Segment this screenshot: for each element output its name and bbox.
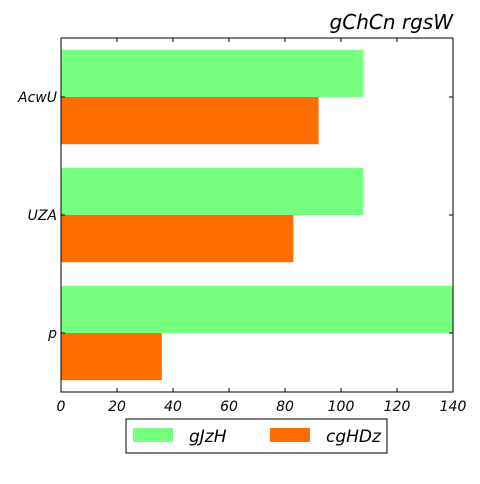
bars-layer bbox=[61, 49, 453, 381]
y-tick-label: UZA bbox=[28, 208, 57, 224]
legend-swatch-cgHDz bbox=[270, 428, 310, 442]
legend: gJzH cgHDz bbox=[125, 418, 388, 454]
legend-swatch-gJzH bbox=[133, 428, 173, 442]
bar-cgHDz-UZA bbox=[61, 215, 294, 263]
x-tick-label: 60 bbox=[220, 399, 238, 415]
x-tick-label: 120 bbox=[384, 399, 411, 415]
y-tick-label: p bbox=[47, 326, 57, 342]
x-tick-label: 80 bbox=[276, 399, 294, 415]
bar-gJzH-AcwU bbox=[61, 49, 364, 97]
chart-title: gChCn rgsW bbox=[330, 10, 455, 34]
bar-gJzH-p bbox=[61, 285, 453, 333]
bar-gJzH-UZA bbox=[61, 167, 364, 215]
x-tick-label: 20 bbox=[108, 399, 126, 415]
x-tick-label: 0 bbox=[57, 399, 66, 415]
ticks-layer: AcwU UZA p 0 20 40 60 80 100 120 140 bbox=[17, 38, 466, 415]
bar-cgHDz-AcwU bbox=[61, 97, 319, 145]
x-tick-label: 40 bbox=[164, 399, 182, 415]
x-tick-label: 140 bbox=[440, 399, 467, 415]
y-tick-label: AcwU bbox=[17, 90, 57, 106]
bar-cgHDz-p bbox=[61, 333, 162, 381]
x-tick-label: 100 bbox=[328, 399, 355, 415]
legend-label-cgHDz: cgHDz bbox=[326, 427, 382, 447]
legend-label-gJzH: gJzH bbox=[189, 427, 227, 447]
